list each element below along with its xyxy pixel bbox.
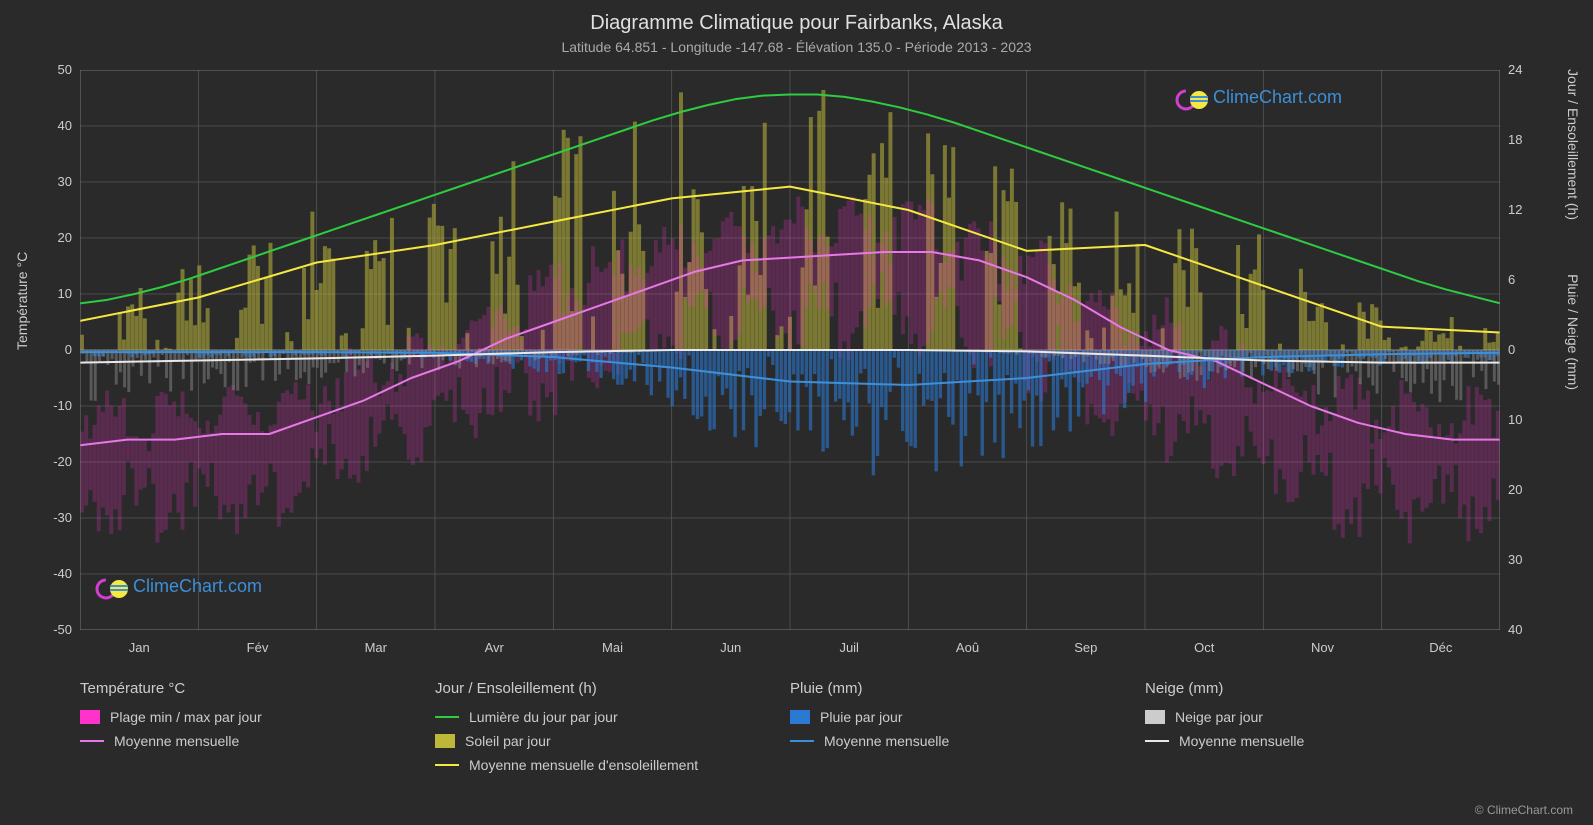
swatch-line-icon (1145, 740, 1169, 742)
climechart-logo-icon (95, 575, 127, 597)
legend-item: Plage min / max par jour (80, 709, 435, 725)
legend-label: Pluie par jour (820, 709, 903, 725)
swatch-box-icon (80, 710, 100, 724)
tick-label: 20 (1508, 482, 1548, 497)
legend-item: Moyenne mensuelle (1145, 733, 1500, 749)
swatch-line-icon (790, 740, 814, 742)
watermark: ClimeChart.com (1175, 86, 1342, 108)
tick-label: Juil (819, 640, 879, 655)
tick-label: Aoû (938, 640, 998, 655)
legend-header: Jour / Ensoleillement (h) (435, 680, 790, 697)
legend-label: Lumière du jour par jour (469, 709, 618, 725)
y-left-axis-label: Température °C (14, 252, 30, 350)
swatch-box-icon (435, 734, 455, 748)
legend-label: Plage min / max par jour (110, 709, 262, 725)
tick-label: Avr (464, 640, 524, 655)
tick-label: 6 (1508, 272, 1548, 287)
plot-area (80, 70, 1500, 630)
chart-title: Diagramme Climatique pour Fairbanks, Ala… (0, 0, 1593, 35)
legend-item: Lumière du jour par jour (435, 709, 790, 725)
legend-item: Moyenne mensuelle (80, 733, 435, 749)
tick-label: 50 (32, 62, 72, 77)
swatch-line-icon (435, 764, 459, 766)
legend-label: Soleil par jour (465, 733, 551, 749)
tick-label: Jun (701, 640, 761, 655)
tick-label: Sep (1056, 640, 1116, 655)
tick-label: 10 (1508, 412, 1548, 427)
legend-item: Moyenne mensuelle d'ensoleillement (435, 757, 790, 773)
legend-item: Neige par jour (1145, 709, 1500, 725)
legend-header: Température °C (80, 680, 435, 697)
tick-label: Nov (1293, 640, 1353, 655)
swatch-box-icon (790, 710, 810, 724)
legend-label: Moyenne mensuelle d'ensoleillement (469, 757, 698, 773)
chart-subtitle: Latitude 64.851 - Longitude -147.68 - Él… (0, 35, 1593, 55)
watermark-text: ClimeChart.com (133, 576, 262, 597)
tick-label: Déc (1411, 640, 1471, 655)
tick-label: Oct (1174, 640, 1234, 655)
tick-label: 0 (1508, 342, 1548, 357)
climechart-logo-icon (1175, 86, 1207, 108)
watermark: ClimeChart.com (95, 575, 262, 597)
legend-label: Moyenne mensuelle (1179, 733, 1304, 749)
tick-label: Fév (228, 640, 288, 655)
legend-column: Jour / Ensoleillement (h) Lumière du jour… (435, 680, 790, 810)
y-right-top-axis-label: Jour / Ensoleillement (h) (1565, 69, 1581, 220)
tick-label: 18 (1508, 132, 1548, 147)
tick-label: -10 (32, 398, 72, 413)
chart-container: Diagramme Climatique pour Fairbanks, Ala… (0, 0, 1593, 825)
tick-label: 40 (32, 118, 72, 133)
swatch-line-icon (435, 716, 459, 718)
legend-item: Soleil par jour (435, 733, 790, 749)
legend-header: Pluie (mm) (790, 680, 1145, 697)
tick-label: 20 (32, 230, 72, 245)
legend-column: Pluie (mm) Pluie par jour Moyenne mensuell… (790, 680, 1145, 810)
tick-label: -20 (32, 454, 72, 469)
tick-label: -40 (32, 566, 72, 581)
watermark-text: ClimeChart.com (1213, 87, 1342, 108)
tick-label: Jan (109, 640, 169, 655)
tick-label: Mai (583, 640, 643, 655)
legend-label: Moyenne mensuelle (824, 733, 949, 749)
tick-label: 30 (32, 174, 72, 189)
legend: Température °C Plage min / max par jour Mo… (80, 680, 1500, 810)
y-right-bottom-axis-label: Pluie / Neige (mm) (1565, 274, 1581, 390)
legend-header: Neige (mm) (1145, 680, 1500, 697)
tick-label: -30 (32, 510, 72, 525)
tick-label: 12 (1508, 202, 1548, 217)
legend-column: Neige (mm) Neige par jour Moyenne mensuell… (1145, 680, 1500, 810)
legend-label: Neige par jour (1175, 709, 1263, 725)
swatch-box-icon (1145, 710, 1165, 724)
tick-label: 40 (1508, 622, 1548, 637)
tick-label: 0 (32, 342, 72, 357)
legend-label: Moyenne mensuelle (114, 733, 239, 749)
legend-item: Pluie par jour (790, 709, 1145, 725)
copyright: © ClimeChart.com (1475, 803, 1573, 817)
legend-column: Température °C Plage min / max par jour Mo… (80, 680, 435, 810)
swatch-line-icon (80, 740, 104, 742)
tick-label: Mar (346, 640, 406, 655)
tick-label: -50 (32, 622, 72, 637)
tick-label: 24 (1508, 62, 1548, 77)
tick-label: 30 (1508, 552, 1548, 567)
legend-item: Moyenne mensuelle (790, 733, 1145, 749)
tick-label: 10 (32, 286, 72, 301)
